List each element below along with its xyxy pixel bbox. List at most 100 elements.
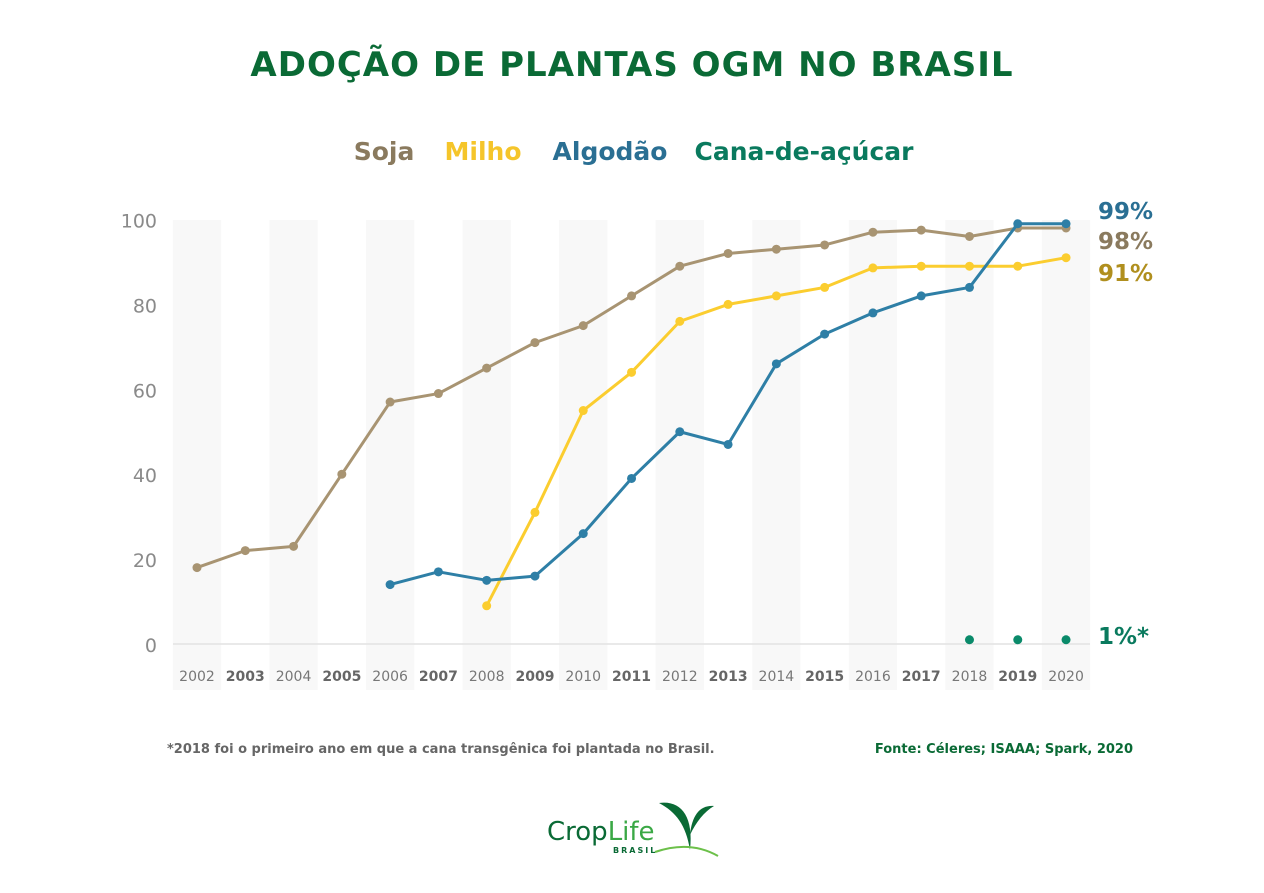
legend: Soja Milho Algodão Cana-de-açúcar: [354, 137, 914, 166]
end-label: 99%: [1098, 199, 1153, 225]
column-band: [172, 220, 222, 690]
data-point: [578, 529, 588, 539]
series-Soja: [192, 223, 1071, 573]
data-point: [627, 367, 637, 377]
logo-leaf-left: [659, 802, 691, 850]
data-point: [771, 359, 781, 369]
series-group: [192, 219, 1071, 645]
data-point: [771, 244, 781, 254]
data-point: [964, 231, 974, 241]
x-tick-label: 2009: [515, 669, 554, 685]
x-tick-label: 2004: [276, 669, 312, 685]
data-point: [433, 567, 443, 577]
y-axis-ticks: 0 20 40 60 80 100: [121, 211, 157, 658]
data-point: [578, 321, 588, 331]
column-band: [462, 220, 511, 690]
data-point: [530, 338, 540, 348]
column-band: [945, 220, 994, 690]
logo-subtext: BRASIL: [613, 846, 657, 855]
data-point: [820, 240, 830, 250]
legend-item: Cana-de-açúcar: [695, 137, 915, 166]
data-point: [675, 427, 685, 437]
y-tick-label: 60: [133, 380, 157, 402]
x-tick-label: 2007: [419, 669, 458, 685]
x-tick-label: 2002: [179, 669, 215, 685]
x-tick-label: 2003: [226, 669, 265, 685]
chart-title: ADOÇÃO DE PLANTAS OGM NO BRASIL: [250, 44, 1013, 85]
data-point: [771, 291, 781, 301]
data-point: [868, 227, 878, 237]
data-point: [385, 580, 395, 590]
end-label: 1%*: [1098, 624, 1149, 650]
x-tick-label: 2019: [998, 669, 1037, 685]
x-tick-label: 2012: [662, 669, 698, 685]
data-point: [482, 601, 492, 611]
x-tick-label: 2016: [855, 669, 891, 685]
column-band: [269, 220, 318, 690]
column-band: [1041, 220, 1091, 690]
data-point: [1013, 261, 1023, 271]
y-tick-label: 80: [133, 295, 157, 317]
column-band: [559, 220, 608, 690]
column-band: [752, 220, 801, 690]
logo-ground: [654, 845, 719, 857]
data-point: [1061, 219, 1071, 229]
data-point: [530, 507, 540, 517]
y-tick-label: 100: [121, 211, 157, 233]
data-point: [916, 291, 926, 301]
data-point: [1013, 219, 1023, 229]
x-tick-label: 2011: [612, 669, 651, 685]
x-tick-label: 2008: [469, 669, 505, 685]
logo-text: CropLife: [547, 817, 655, 847]
y-tick-label: 40: [133, 465, 157, 487]
series-Cana-de-açúcar: [964, 635, 1071, 645]
x-tick-label: 2014: [759, 669, 795, 685]
column-bands: [172, 220, 1091, 690]
data-point: [723, 248, 733, 258]
x-tick-label: 2015: [805, 669, 844, 685]
data-point: [964, 635, 974, 645]
data-point: [1061, 635, 1071, 645]
x-tick-label: 2013: [709, 669, 748, 685]
source-note: Fonte: Céleres; ISAAA; Spark, 2020: [875, 742, 1133, 757]
data-point: [1061, 253, 1071, 263]
data-point: [337, 469, 347, 479]
x-tick-label: 2006: [372, 669, 408, 685]
data-point: [627, 291, 637, 301]
data-point: [820, 329, 830, 339]
data-point: [964, 261, 974, 271]
data-point: [820, 282, 830, 292]
end-labels: 98% 91% 99% 1%*: [1098, 199, 1153, 650]
column-band: [365, 220, 415, 690]
series-Algodão: [385, 219, 1071, 590]
x-tick-label: 2020: [1048, 669, 1084, 685]
data-point: [916, 261, 926, 271]
legend-item: Algodão: [553, 137, 668, 166]
data-point: [868, 308, 878, 318]
data-point: [723, 299, 733, 309]
data-point: [723, 439, 733, 449]
data-point: [192, 563, 202, 573]
data-point: [240, 546, 250, 556]
x-axis-ticks: 2002 2003 2004 2005 2006 2007 2008 2009 2010 2011…: [179, 669, 1084, 685]
footnote: *2018 foi o primeiro ano em que a cana t…: [167, 742, 715, 757]
x-tick-label: 2017: [902, 669, 941, 685]
data-point: [578, 406, 588, 416]
data-point: [627, 473, 637, 483]
data-point: [530, 571, 540, 581]
column-band: [655, 220, 704, 690]
x-tick-label: 2005: [322, 669, 361, 685]
data-point: [1013, 635, 1023, 645]
data-point: [916, 225, 926, 235]
end-label: 98%: [1098, 229, 1153, 255]
logo-leaf-right: [690, 805, 714, 835]
end-label: 91%: [1098, 261, 1153, 287]
data-point: [289, 541, 299, 551]
series-line: [196, 226, 1067, 570]
y-tick-label: 20: [133, 550, 157, 572]
data-point: [675, 261, 685, 271]
legend-item: Soja: [354, 137, 415, 166]
x-tick-label: 2018: [952, 669, 988, 685]
croplife-logo: CropLife BRASIL: [547, 802, 719, 857]
